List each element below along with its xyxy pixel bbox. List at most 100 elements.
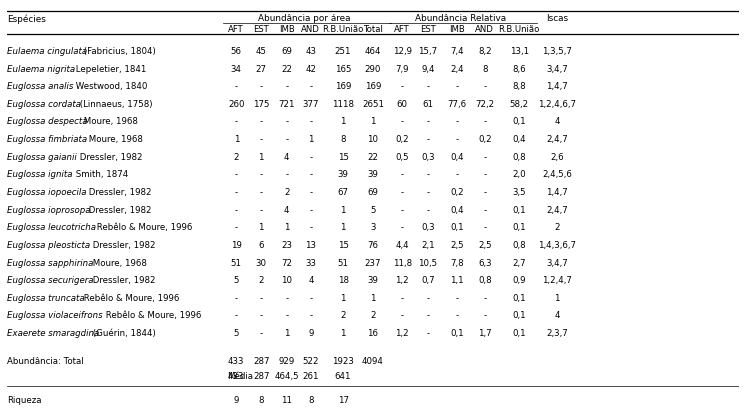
Text: 0,2: 0,2 [395, 135, 409, 144]
Text: -: - [235, 206, 238, 215]
Text: -: - [483, 82, 486, 91]
Text: 9,4: 9,4 [421, 65, 435, 74]
Text: -: - [426, 135, 430, 144]
Text: 0,5: 0,5 [395, 153, 409, 162]
Text: 39: 39 [368, 171, 378, 180]
Text: -: - [483, 294, 486, 303]
Text: Abundância: Total: Abundância: Total [7, 357, 84, 366]
Text: Média: Média [227, 373, 253, 382]
Text: 51: 51 [231, 258, 242, 267]
Text: 9: 9 [308, 329, 313, 338]
Text: 11: 11 [281, 396, 292, 405]
Text: 2,4,7: 2,4,7 [546, 135, 568, 144]
Text: (Fabricius, 1804): (Fabricius, 1804) [81, 47, 156, 56]
Text: 721: 721 [278, 100, 295, 109]
Text: 8: 8 [258, 396, 264, 405]
Text: -: - [310, 188, 313, 197]
Text: 1,7: 1,7 [478, 329, 492, 338]
Text: 2,4,5,6: 2,4,5,6 [542, 171, 572, 180]
Text: -: - [285, 171, 288, 180]
Text: Eulaema cingulata: Eulaema cingulata [7, 47, 87, 56]
Text: (Linnaeus, 1758): (Linnaeus, 1758) [77, 100, 153, 109]
Text: -: - [426, 117, 430, 126]
Text: 175: 175 [253, 100, 269, 109]
Text: 287: 287 [253, 357, 269, 366]
Text: Rebêlo & Moure, 1996: Rebêlo & Moure, 1996 [95, 223, 192, 232]
Text: 1: 1 [308, 135, 313, 144]
Text: -: - [426, 312, 430, 321]
Text: 6,3: 6,3 [478, 258, 492, 267]
Text: -: - [401, 117, 404, 126]
Text: 1923: 1923 [332, 357, 354, 366]
Text: 290: 290 [365, 65, 381, 74]
Text: 16: 16 [368, 329, 378, 338]
Text: -: - [310, 206, 313, 215]
Text: 0,1: 0,1 [513, 206, 526, 215]
Text: Euglossa ioprosopa: Euglossa ioprosopa [7, 206, 91, 215]
Text: 0,8: 0,8 [513, 153, 526, 162]
Text: 4: 4 [554, 117, 560, 126]
Text: -: - [310, 153, 313, 162]
Text: 69: 69 [368, 188, 378, 197]
Text: Rebêlo & Moure, 1996: Rebêlo & Moure, 1996 [81, 294, 180, 303]
Text: 4,4: 4,4 [395, 241, 409, 250]
Text: Dressler, 1982: Dressler, 1982 [77, 153, 142, 162]
Text: AFT: AFT [395, 25, 410, 34]
Text: -: - [401, 206, 404, 215]
Text: -: - [456, 135, 459, 144]
Text: 1,4,7: 1,4,7 [546, 82, 568, 91]
Text: 10,5: 10,5 [419, 258, 437, 267]
Text: 929: 929 [278, 357, 295, 366]
Text: 2,5: 2,5 [478, 241, 492, 250]
Text: 165: 165 [335, 65, 351, 74]
Text: 0,2: 0,2 [451, 188, 464, 197]
Text: -: - [310, 117, 313, 126]
Text: Euglossa securigera: Euglossa securigera [7, 276, 94, 285]
Text: 15: 15 [337, 241, 348, 250]
Text: 2,1: 2,1 [421, 241, 435, 250]
Text: 2,7: 2,7 [513, 258, 526, 267]
Text: Smith, 1874: Smith, 1874 [72, 171, 128, 180]
Text: 0,2: 0,2 [478, 135, 492, 144]
Text: 0,9: 0,9 [513, 276, 526, 285]
Text: -: - [426, 188, 430, 197]
Text: 58,2: 58,2 [510, 100, 529, 109]
Text: 260: 260 [228, 100, 245, 109]
Text: 1,4,7: 1,4,7 [546, 188, 568, 197]
Text: 0,4: 0,4 [513, 135, 526, 144]
Text: 2: 2 [340, 312, 346, 321]
Text: 2,4: 2,4 [451, 65, 464, 74]
Text: 11,8: 11,8 [392, 258, 412, 267]
Text: Dressler, 1982: Dressler, 1982 [86, 206, 151, 215]
Text: 7,8: 7,8 [451, 258, 464, 267]
Text: -: - [426, 171, 430, 180]
Text: 8: 8 [340, 135, 346, 144]
Text: 5: 5 [233, 329, 239, 338]
Text: Euglossa fimbriata: Euglossa fimbriata [7, 135, 87, 144]
Text: 72,2: 72,2 [475, 100, 495, 109]
Text: 42: 42 [305, 65, 316, 74]
Text: (Guérin, 1844): (Guérin, 1844) [90, 329, 156, 338]
Text: -: - [401, 294, 404, 303]
Text: -: - [235, 171, 238, 180]
Text: 433: 433 [228, 373, 245, 382]
Text: 1: 1 [340, 117, 346, 126]
Text: 23: 23 [281, 241, 292, 250]
Text: 0,1: 0,1 [451, 329, 464, 338]
Text: Abundância Relativa: Abundância Relativa [416, 14, 507, 23]
Text: 3,4,7: 3,4,7 [546, 65, 568, 74]
Text: -: - [456, 82, 459, 91]
Text: 45: 45 [256, 47, 266, 56]
Text: Euglossa despecta: Euglossa despecta [7, 117, 88, 126]
Text: 51: 51 [337, 258, 348, 267]
Text: -: - [310, 171, 313, 180]
Text: -: - [483, 171, 486, 180]
Text: 43: 43 [305, 47, 316, 56]
Text: Exaerete smaragdina: Exaerete smaragdina [7, 329, 100, 338]
Text: 0,4: 0,4 [451, 153, 464, 162]
Text: 69: 69 [281, 47, 292, 56]
Text: 1: 1 [340, 206, 346, 215]
Text: -: - [401, 82, 404, 91]
Text: -: - [310, 312, 313, 321]
Text: 10: 10 [281, 276, 292, 285]
